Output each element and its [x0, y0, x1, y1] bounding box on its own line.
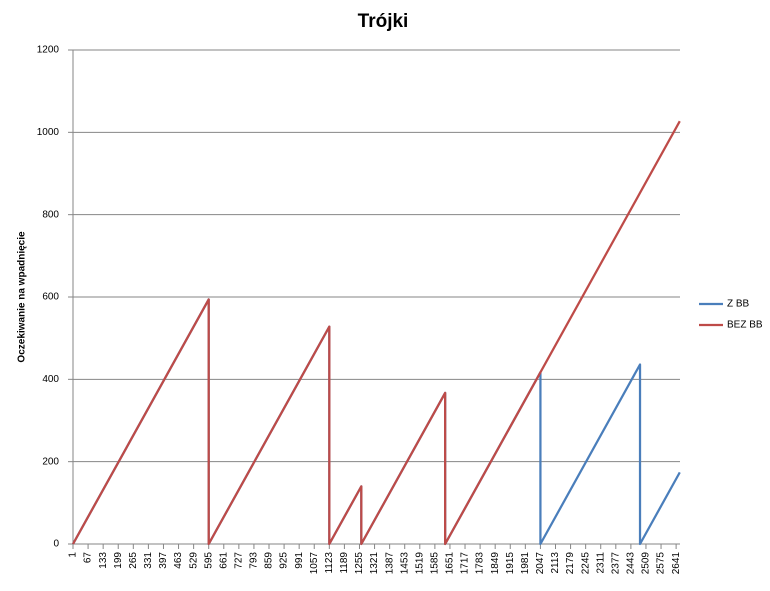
x-tick-label: 1585	[430, 552, 441, 575]
x-tick-label: 1189	[339, 552, 350, 574]
x-tick-label: 925	[279, 552, 290, 569]
x-tick-label: 67	[83, 552, 94, 564]
x-tick-label: 2443	[626, 552, 637, 575]
x-tick-label: 463	[173, 552, 184, 569]
x-tick-label: 199	[113, 552, 124, 569]
y-tick-label: 800	[42, 209, 59, 220]
y-tick-label: 0	[53, 539, 59, 550]
x-tick-label: 529	[188, 552, 199, 569]
x-tick-label: 2377	[610, 552, 621, 575]
x-tick-label: 1651	[445, 552, 456, 575]
x-tick-label: 1321	[369, 552, 380, 575]
y-tick-label: 1000	[37, 127, 60, 138]
x-tick-label: 265	[128, 552, 139, 569]
x-tick-label: 2179	[565, 552, 576, 575]
x-tick-label: 1387	[384, 552, 395, 575]
x-tick-label: 2509	[641, 552, 652, 575]
y-tick-label: 400	[42, 374, 59, 385]
x-tick-label: 991	[294, 552, 305, 569]
x-tick-label: 2641	[671, 552, 682, 575]
x-tick-label: 2245	[580, 552, 591, 575]
x-tick-label: 133	[98, 552, 109, 569]
y-tick-label: 600	[42, 292, 59, 303]
x-tick-label: 661	[218, 552, 229, 569]
x-tick-label: 397	[158, 552, 169, 569]
x-tick-label: 1057	[309, 552, 320, 575]
x-tick-label: 1123	[324, 552, 335, 574]
x-tick-label: 1717	[460, 552, 471, 575]
x-tick-label: 1783	[475, 552, 486, 575]
legend-label: Z BB	[727, 299, 750, 310]
x-tick-label: 1915	[505, 552, 516, 575]
x-tick-label: 1849	[490, 552, 501, 575]
x-tick-label: 331	[143, 552, 154, 569]
x-tick-label: 2047	[535, 552, 546, 575]
x-tick-label: 1453	[399, 552, 410, 575]
x-tick-label: 1	[68, 552, 79, 558]
x-tick-label: 1255	[354, 552, 365, 575]
series-line	[72, 120, 681, 546]
legend-label: BEZ BB	[727, 320, 763, 331]
chart-title: Trójki	[358, 11, 409, 32]
x-tick-label: 1981	[520, 552, 531, 575]
x-tick-label: 2113	[550, 552, 561, 574]
y-tick-label: 1200	[37, 45, 60, 56]
x-tick-label: 2575	[656, 552, 667, 575]
x-tick-label: 727	[233, 552, 244, 569]
x-tick-label: 793	[249, 552, 260, 569]
x-tick-label: 2311	[595, 552, 606, 574]
x-tick-label: 859	[264, 552, 275, 569]
x-tick-label: 1519	[414, 552, 425, 575]
x-tick-label: 595	[203, 552, 214, 569]
y-axis-label: Oczekiwanie na wpadnięcie	[17, 231, 28, 363]
y-tick-label: 200	[42, 456, 59, 467]
